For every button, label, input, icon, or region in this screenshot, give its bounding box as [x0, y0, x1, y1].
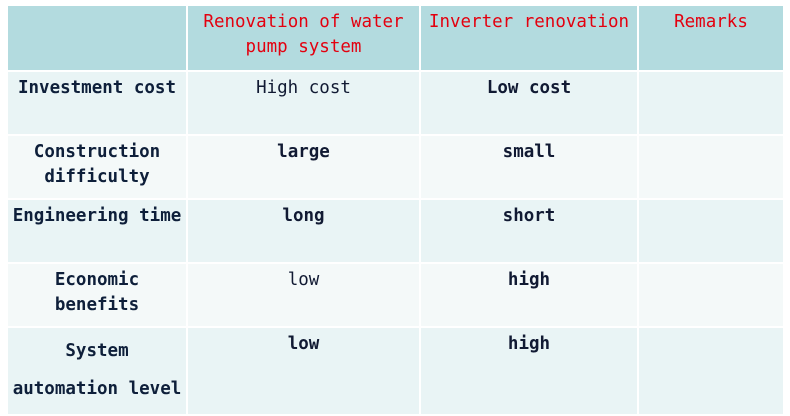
cell-remarks: [637, 134, 785, 200]
table-row: System automation level low high: [6, 326, 785, 416]
row-label-investment-cost: Investment cost: [6, 70, 188, 136]
comparison-table: Renovation of water pump system Inverter…: [6, 4, 785, 416]
row-label-text: System automation level: [12, 341, 182, 399]
table-row: Engineering time long short: [6, 198, 785, 264]
table-row: Investment cost High cost Low cost: [6, 70, 785, 136]
row-label-construction-difficulty: Construction difficulty: [6, 134, 188, 200]
row-label-engineering-time: Engineering time: [6, 198, 188, 264]
cell-water-pump: low: [186, 262, 421, 328]
cell-water-pump: High cost: [186, 70, 421, 136]
cell-inverter: Low cost: [419, 70, 639, 136]
row-label-system-automation-level: System automation level: [6, 326, 188, 416]
cell-inverter: high: [419, 262, 639, 328]
cell-remarks: [637, 198, 785, 264]
header-empty-cell: [6, 4, 188, 72]
cell-inverter: high: [419, 326, 639, 416]
comparison-table-container: Renovation of water pump system Inverter…: [6, 4, 785, 416]
cell-inverter: short: [419, 198, 639, 264]
cell-remarks: [637, 70, 785, 136]
header-row: Renovation of water pump system Inverter…: [6, 4, 785, 72]
header-water-pump: Renovation of water pump system: [186, 4, 421, 72]
cell-remarks: [637, 326, 785, 416]
table-row: Construction difficulty large small: [6, 134, 785, 200]
row-label-economic-benefits: Economic benefits: [6, 262, 188, 328]
cell-water-pump: large: [186, 134, 421, 200]
header-remarks: Remarks: [637, 4, 785, 72]
table-row: Economic benefits low high: [6, 262, 785, 328]
cell-remarks: [637, 262, 785, 328]
cell-water-pump: long: [186, 198, 421, 264]
cell-inverter: small: [419, 134, 639, 200]
header-inverter: Inverter renovation: [419, 4, 639, 72]
cell-water-pump: low: [186, 326, 421, 416]
